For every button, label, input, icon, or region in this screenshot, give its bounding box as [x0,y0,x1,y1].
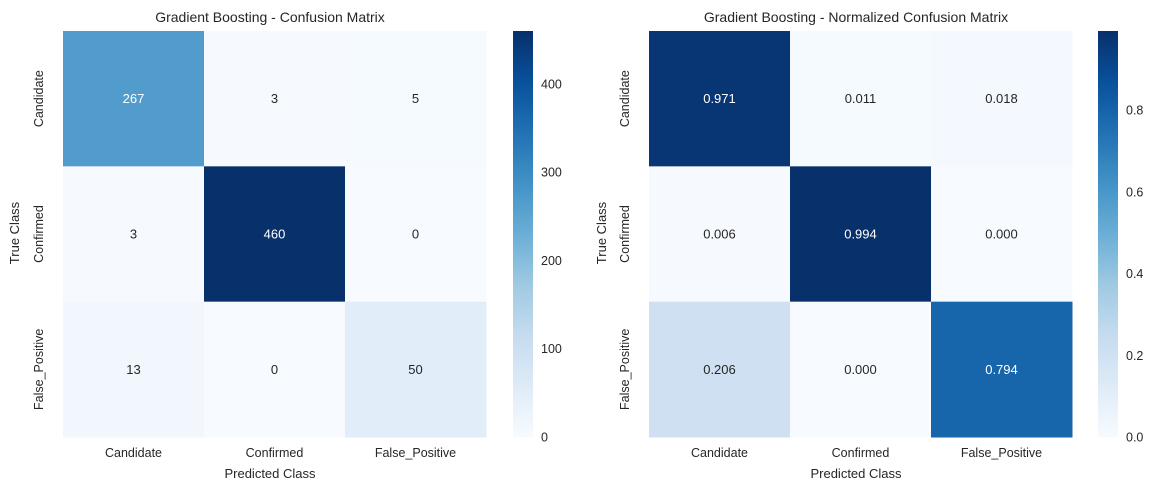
heatmap-cell [649,301,791,438]
colorbar-tick-label: 0.4 [1126,267,1143,281]
colorbar-tick-labels: 0.0 0.2 0.4 0.6 0.8 [1126,104,1143,445]
colorbar [1098,31,1118,437]
heatmap-cell [931,301,1073,438]
colorbar-tick-label: 100 [541,342,562,356]
x-axis-label: Predicted Class [224,466,316,481]
heatmap-cell [204,166,346,303]
cell-value-label: 0.006 [703,227,736,242]
y-axis-label: True Class [7,201,22,264]
heatmap-cell [204,301,346,438]
heatmap-cell [63,166,205,303]
heatmap-cell [790,166,932,303]
colorbar-tick-label: 0.2 [1126,349,1143,363]
cell-value-label: 13 [126,362,140,377]
chart-title: Gradient Boosting - Normalized Confusion… [704,9,1008,25]
y-tick-label: Confirmed [32,205,46,263]
heatmap-cell [790,31,932,167]
heatmap-cells: 0.971 0.011 0.018 0.006 0.994 0.000 0.206 0.000… [649,31,1073,438]
colorbar-tick-labels: 0 100 200 300 400 [541,77,562,444]
x-tick-label: Candidate [105,446,162,460]
heatmap-cell [63,31,205,167]
x-tick-label: False_Positive [375,446,456,460]
cell-value-label: 0.011 [845,91,877,106]
cell-value-label: 50 [408,362,422,377]
x-tick-labels: Candidate Confirmed False_Positive [105,446,456,460]
x-tick-label: Confirmed [246,446,304,460]
cell-value-label: 3 [130,227,137,242]
y-tick-label: Candidate [32,70,46,127]
colorbar-tick-label: 200 [541,254,562,268]
y-tick-label: Confirmed [618,205,632,263]
colorbar-tick-label: 0 [541,431,548,445]
colorbar-tick-label: 300 [541,166,562,180]
colorbar-tick-label: 0.0 [1126,431,1143,445]
heatmap-cell [345,166,487,303]
cell-value-label: 0.000 [985,227,1018,242]
colorbar-tick-label: 0.8 [1126,104,1143,118]
x-tick-labels: Candidate Confirmed False_Positive [691,446,1042,460]
cell-value-label: 0.206 [703,362,736,377]
heatmap-cell [345,31,487,167]
heatmap-cell [649,31,791,167]
x-tick-label: Confirmed [832,446,890,460]
y-tick-label: False_Positive [618,329,632,410]
x-tick-label: Candidate [691,446,748,460]
heatmap-cells: 267 3 5 3 460 0 13 0 50 [63,31,487,438]
x-tick-label: False_Positive [961,446,1042,460]
cell-value-label: 5 [412,91,419,106]
y-tick-labels: Candidate Confirmed False_Positive [32,70,46,410]
cell-value-label: 0.794 [985,362,1018,377]
cell-value-label: 0.994 [844,227,877,242]
y-axis-label: True Class [594,201,609,264]
cell-value-label: 0 [412,227,419,242]
y-tick-labels: Candidate Confirmed False_Positive [618,70,632,410]
y-tick-label: Candidate [618,70,632,127]
heatmap-cell [931,31,1073,167]
cell-value-label: 460 [264,227,286,242]
cell-value-label: 0 [271,362,278,377]
cell-value-label: 267 [123,91,145,106]
y-tick-label: False_Positive [32,329,46,410]
cell-value-label: 3 [271,91,278,106]
heatmap-cell [790,301,932,438]
cell-value-label: 0.018 [985,91,1018,106]
colorbar [513,31,533,437]
chart-title: Gradient Boosting - Confusion Matrix [155,9,385,25]
normalized-confusion-matrix-panel: Gradient Boosting - Normalized Confusion… [594,9,1143,481]
heatmap-cell [931,166,1073,303]
cell-value-label: 0.000 [844,362,877,377]
heatmap-cell [649,166,791,303]
cell-value-label: 0.971 [703,91,736,106]
heatmap-cell [63,301,205,438]
colorbar-tick-label: 0.6 [1126,185,1143,199]
colorbar-tick-label: 400 [541,77,562,91]
heatmap-cell [345,301,487,438]
confusion-matrix-panel: Gradient Boosting - Confusion Matrix 267… [7,9,562,481]
x-axis-label: Predicted Class [810,466,902,481]
heatmap-cell [204,31,346,167]
